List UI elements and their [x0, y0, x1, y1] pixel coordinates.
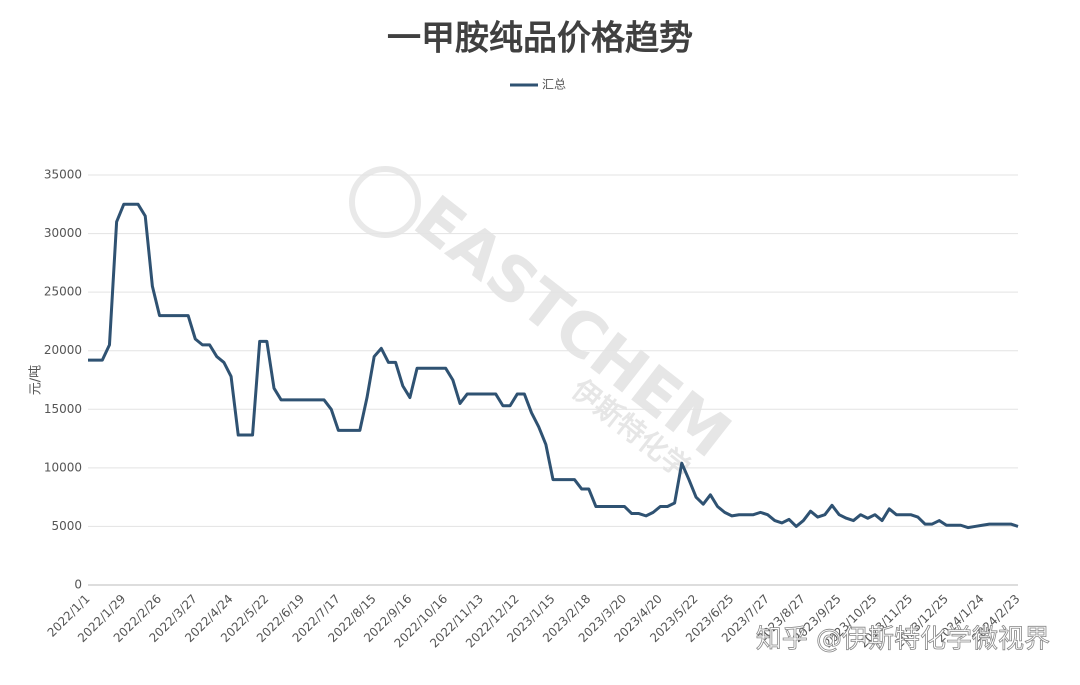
y-tick-label: 30000 — [44, 226, 82, 240]
legend-label: 汇总 — [542, 78, 566, 92]
plot: 050001000015000200002500030000350002022/… — [44, 168, 1023, 651]
y-tick-label: 35000 — [44, 168, 82, 182]
y-tick-label: 20000 — [44, 343, 82, 357]
watermark-text: EASTCHEM — [401, 181, 744, 472]
y-axis-label: 元/吨 — [29, 365, 44, 395]
y-tick-label: 5000 — [51, 519, 82, 533]
y-tick-label: 25000 — [44, 285, 82, 299]
chart-title: 一甲胺纯品价格趋势 — [387, 19, 693, 59]
watermark-logo — [349, 166, 421, 238]
line — [88, 202, 1019, 530]
y-tick-label: 0 — [74, 578, 82, 592]
y-tick-label: 15000 — [44, 402, 82, 416]
y-tick-label: 10000 — [44, 460, 82, 474]
credit: 知乎 @伊斯特化学微视界 — [756, 625, 1050, 655]
watermark: EASTCHEM 伊斯特化学 — [349, 166, 744, 485]
